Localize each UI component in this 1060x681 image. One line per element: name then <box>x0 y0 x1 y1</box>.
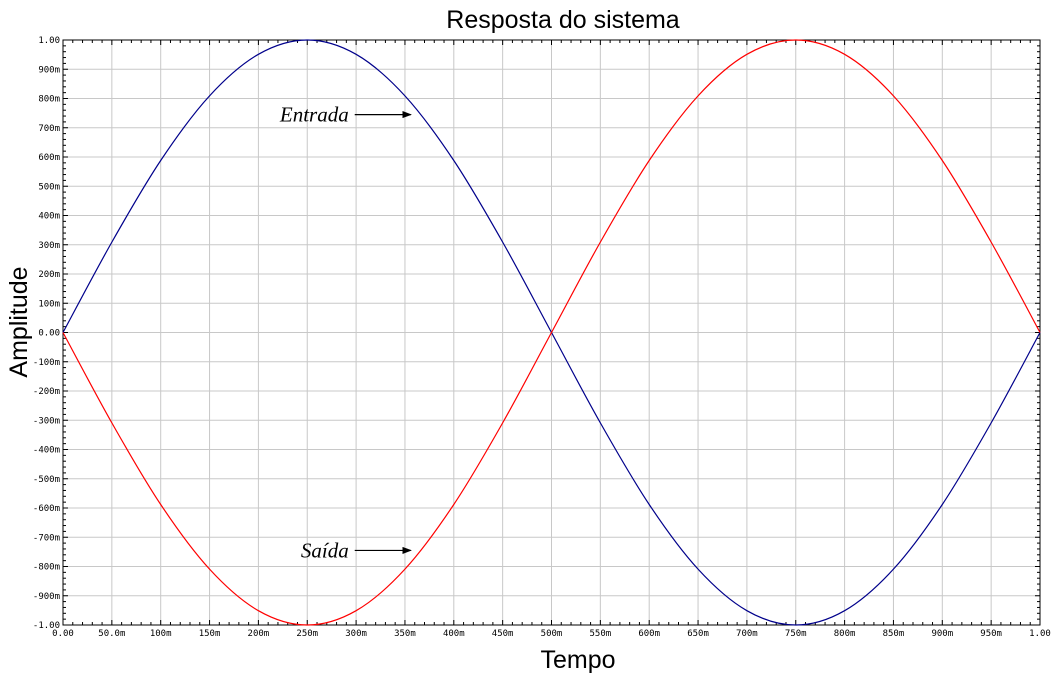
x-axis-label: Tempo <box>540 646 615 674</box>
x-tick-label: 400m <box>443 629 465 639</box>
y-axis-label: Amplitude <box>5 266 33 377</box>
y-tick-labels: 1.00 900m 800m 700m 600m 500m 400m 300m 200m 100m… <box>33 36 60 631</box>
y-tick-label: -600m <box>33 504 60 514</box>
x-tick-label: 250m <box>296 629 318 639</box>
y-tick-label: 900m <box>38 65 60 75</box>
x-tick-label: 950m <box>980 629 1002 639</box>
x-tick-label: 600m <box>638 629 660 639</box>
y-tick-label: 700m <box>38 124 60 134</box>
y-tick-label: 0.00 <box>38 329 60 339</box>
grid <box>63 40 1040 625</box>
x-tick-label: 0.00 <box>52 629 74 639</box>
y-tick-label: 300m <box>38 241 60 251</box>
y-tick-label: 500m <box>38 182 60 192</box>
x-tick-label: 500m <box>541 629 563 639</box>
y-tick-label: 800m <box>38 95 60 105</box>
x-tick-label: 650m <box>687 629 709 639</box>
annotations: Entrada Saída <box>279 103 412 562</box>
x-tick-label: 850m <box>883 629 905 639</box>
y-tick-label: 200m <box>38 270 60 280</box>
x-tick-label: 50.0m <box>98 629 125 639</box>
x-tick-label: 450m <box>492 629 514 639</box>
x-tick-label: 800m <box>834 629 856 639</box>
y-tick-label: 400m <box>38 212 60 222</box>
series-line-2 <box>62 39 1041 626</box>
chart-title: Resposta do sistema <box>446 6 680 34</box>
x-tick-label: 350m <box>394 629 416 639</box>
y-tick-label: 100m <box>38 299 60 309</box>
y-tick-label: -900m <box>33 592 60 602</box>
y-tick-label: -300m <box>33 416 60 426</box>
tick-marks <box>62 39 1041 626</box>
x-tick-label: 900m <box>931 629 953 639</box>
x-tick-label: 200m <box>248 629 270 639</box>
annotation-label: Entrada <box>279 103 349 127</box>
x-tick-label: 750m <box>785 629 807 639</box>
y-tick-label: 1.00 <box>38 36 60 46</box>
y-tick-label: -100m <box>33 358 60 368</box>
x-tick-labels: 0.00 50.0m 100m 150m 200m 250m 300m 350m 400m 450… <box>52 629 1051 639</box>
x-tick-label: 300m <box>345 629 367 639</box>
x-tick-label: 150m <box>199 629 221 639</box>
series-layer <box>62 39 1041 626</box>
y-tick-label: -1.00 <box>33 621 60 631</box>
x-tick-label: 550m <box>590 629 612 639</box>
y-tick-label: -200m <box>33 387 60 397</box>
y-tick-label: -400m <box>33 446 60 456</box>
x-tick-label: 700m <box>736 629 758 639</box>
x-tick-label: 1.00 <box>1029 629 1051 639</box>
annotation-label: Saída <box>301 538 349 562</box>
y-tick-label: -500m <box>33 475 60 485</box>
y-tick-label: -700m <box>33 533 60 543</box>
y-tick-label: 600m <box>38 153 60 163</box>
y-tick-label: -800m <box>33 563 60 573</box>
x-tick-label: 100m <box>150 629 172 639</box>
